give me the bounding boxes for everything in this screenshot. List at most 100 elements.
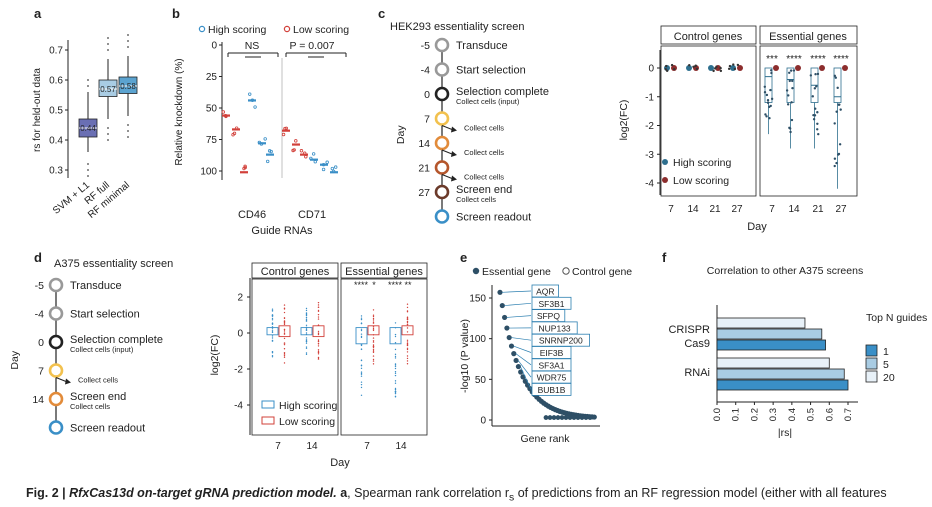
panel-b-y-tick-label: 25: [206, 72, 218, 83]
panel-d-dot-high: [360, 344, 363, 347]
panel-d-dot-low: [406, 363, 409, 365]
panel-f-legend-label: 20: [883, 372, 895, 384]
panel-c-control-dot: [733, 67, 737, 71]
panel-c-timeline-step-day: 27: [418, 187, 430, 199]
panel-a-y-tick-label: 0.7: [49, 46, 63, 57]
panel-a-outlier: [107, 49, 109, 51]
panel-c-timeline-arrow-head: [451, 175, 457, 182]
panel-d-x-label: Day: [330, 457, 350, 469]
panel-f-x-tick-label: 0.6: [824, 408, 835, 421]
panel-c-timeline-step-label: Transduce: [456, 40, 508, 52]
panel-d-dot-high: [394, 333, 397, 336]
panel-c-essential-dot: [816, 122, 819, 125]
panel-d-dot-low: [372, 351, 375, 354]
panel-d-dot-low: [406, 355, 409, 357]
panel-e-gene-box: [531, 382, 572, 396]
panel-c-timeline-step-marker: [434, 209, 450, 224]
panel-d-dot-high: [305, 316, 308, 319]
panel-e-leader-line: [511, 337, 532, 341]
panel-c-control-dot: [692, 65, 695, 68]
panel-e-legend-marker-essential: [472, 267, 480, 275]
panel-a-y-label: rs for held-out data: [32, 68, 43, 152]
panel-d-dot-low: [372, 322, 375, 324]
panel-d-dot-high: [305, 342, 308, 344]
panel-d-dot-high: [360, 322, 363, 325]
panel-f-x-label: |rs|: [778, 427, 792, 439]
panel-c-x-tick-control: 27: [731, 204, 743, 215]
panel-c-timeline-step-marker: [434, 86, 450, 102]
panel-d-dot-high: [305, 312, 308, 314]
panel-d-legend-high: High scoring: [279, 400, 338, 412]
panel-e-leader-line: [506, 315, 532, 318]
panel-c-essential-box: [833, 67, 842, 103]
panel-c-x-tick-control: 14: [687, 204, 699, 215]
panel-d-timeline-step-label: Screen end: [70, 391, 126, 403]
panel-d-dot-low: [406, 303, 409, 305]
panel-c-essential-dot: [812, 117, 816, 121]
panel-c-essential-low: [842, 65, 848, 71]
panel-f-legend-label: 1: [883, 346, 889, 358]
panel-e-point-tail: [583, 415, 589, 420]
panel-c-timeline-step-label: Selection complete: [456, 86, 549, 98]
panel-c-essential-dot: [816, 128, 819, 131]
panel-d-timeline-step-sub: Collect cells: [70, 402, 110, 411]
panel-c-essential-dot: [838, 143, 842, 146]
panel-a-box: [118, 76, 138, 94]
panel-c-essential-dot: [770, 69, 773, 72]
panel-a-median-label: 0.57: [100, 85, 116, 94]
panel-c-essential-dot: [769, 88, 772, 92]
panel-d-x-tick: 14: [395, 441, 407, 452]
panel-a-outlier: [127, 40, 129, 42]
panel-c-control-dot: [736, 63, 740, 67]
panel-d-dot-high: [360, 371, 363, 373]
panel-b-x-label: Guide RNAs: [251, 225, 313, 237]
panel-c-essential-box: [786, 67, 795, 103]
panel-c-essential-dot: [768, 116, 771, 120]
panel-d-dot-high: [305, 328, 308, 331]
panel-c-essential-dot: [789, 69, 793, 72]
panel-d-dot-low: [406, 323, 409, 325]
panel-e-gene-label: SF3B1: [539, 299, 565, 309]
panel-c-x-tick-essential: 27: [835, 204, 847, 215]
panel-d-facet-essential-label: Essential genes: [345, 266, 423, 278]
panel-c-timeline-arrow: [441, 174, 453, 179]
panel-f-bar-5: [716, 328, 823, 340]
panel-a-outlier: [127, 124, 129, 126]
panel-c-timeline-step-day: -4: [421, 65, 430, 77]
caption-body: , Spearman rank correlation r: [347, 486, 510, 500]
panel-e-gene-label: SFPQ: [537, 311, 561, 321]
panel-d-box-high: [355, 327, 368, 345]
panel-d-dot-low: [317, 304, 320, 306]
panel-c-essential-dot: [765, 115, 768, 118]
panel-c-y-tick-label: -1: [645, 92, 654, 103]
panel-d-timeline-step-label: Selection complete: [70, 334, 163, 346]
panel-c-essential-dot: [837, 103, 840, 106]
panel-d-timeline-axis-label: Day: [9, 350, 21, 369]
panel-d-timeline-step-marker: [48, 334, 64, 350]
panel-d-dot-high: [394, 396, 397, 398]
panel-e-y-tick-label: 0: [480, 416, 486, 427]
panel-c-control-high: [708, 65, 714, 71]
panel-c-x-tick-control: 21: [709, 204, 721, 215]
panel-c-timeline-step-marker: [434, 111, 450, 126]
panel-d-timeline-step-sub: Collect cells: [78, 376, 118, 385]
panel-d-dot-high: [271, 326, 274, 328]
panel-d-dot-low: [283, 328, 286, 331]
panel-d-dot-high: [360, 318, 363, 321]
panel-e-y-label: -log10 (P value): [459, 319, 471, 393]
panel-c-x-tick-control: 7: [668, 204, 674, 215]
panel-c-essential-dot: [809, 74, 813, 77]
panel-c-essential-dot: [815, 85, 818, 88]
panel-d-dot-high: [271, 315, 274, 318]
panel-a-outlier: [127, 130, 129, 132]
panel-b-dot: [250, 98, 255, 102]
panel-d-dot-low: [406, 343, 409, 345]
panel-d-dot-high: [271, 319, 274, 321]
panel-c-control-dot: [715, 65, 718, 68]
panel-d-dot-low: [406, 351, 409, 353]
panel-b-dot: [281, 132, 286, 137]
panel-c-timeline-arrow-head: [451, 126, 457, 133]
panel-c-essential-low: [795, 65, 801, 71]
panel-c-plot-frame-control: [660, 45, 757, 197]
panel-e-leader-line: [501, 290, 532, 293]
